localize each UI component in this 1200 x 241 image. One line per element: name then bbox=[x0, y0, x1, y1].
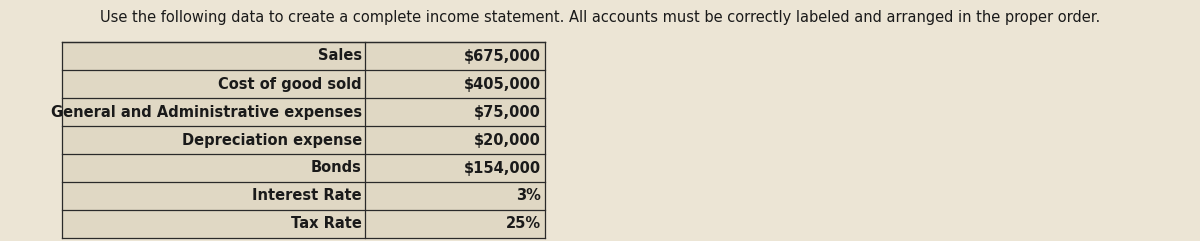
Text: $154,000: $154,000 bbox=[464, 161, 541, 175]
Text: Cost of good sold: Cost of good sold bbox=[218, 76, 362, 92]
Text: Bonds: Bonds bbox=[311, 161, 362, 175]
Text: $20,000: $20,000 bbox=[474, 133, 541, 147]
Text: $405,000: $405,000 bbox=[464, 76, 541, 92]
Text: 3%: 3% bbox=[516, 188, 541, 203]
Text: $675,000: $675,000 bbox=[464, 48, 541, 63]
Text: Sales: Sales bbox=[318, 48, 362, 63]
Text: Depreciation expense: Depreciation expense bbox=[181, 133, 362, 147]
Bar bbox=[62, 42, 545, 238]
Text: General and Administrative expenses: General and Administrative expenses bbox=[50, 105, 362, 120]
Text: 25%: 25% bbox=[506, 216, 541, 232]
Text: Tax Rate: Tax Rate bbox=[292, 216, 362, 232]
Text: Use the following data to create a complete income statement. All accounts must : Use the following data to create a compl… bbox=[100, 10, 1100, 25]
Text: Interest Rate: Interest Rate bbox=[252, 188, 362, 203]
Text: $75,000: $75,000 bbox=[474, 105, 541, 120]
